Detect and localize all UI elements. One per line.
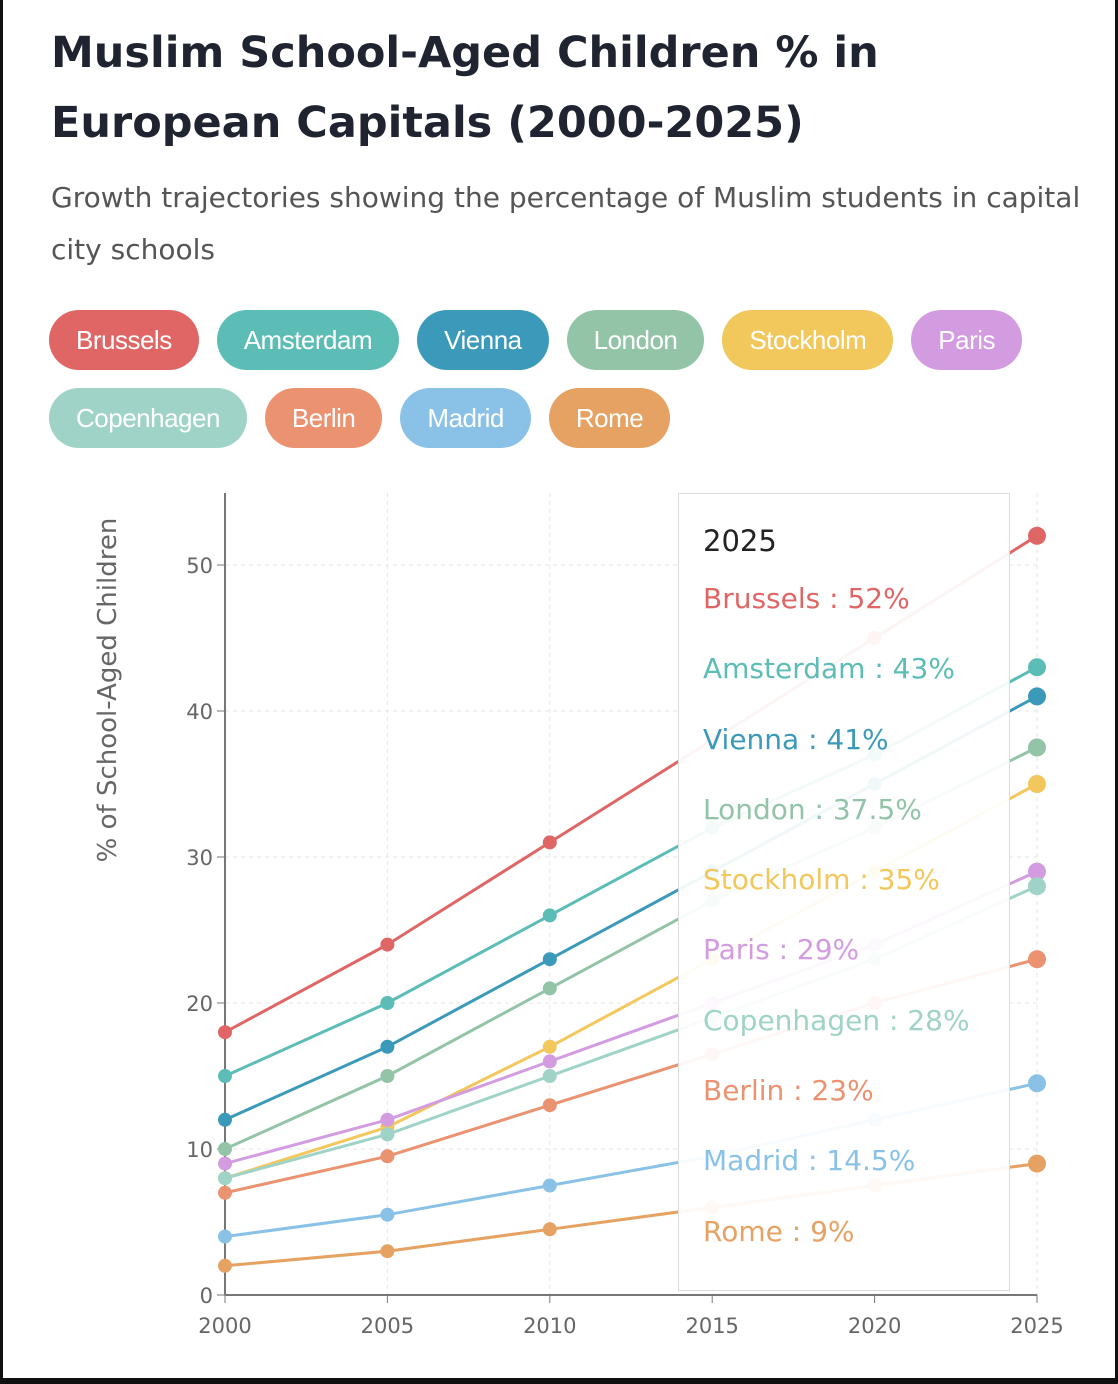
x-tick-label: 2000 [198,1314,251,1338]
y-tick-label: 10 [186,1138,213,1162]
tooltip-row: Berlin : 23% [703,1074,874,1108]
data-point [218,1185,232,1200]
data-point [380,1112,395,1127]
data-point [380,1149,395,1164]
tooltip-row: Rome : 9% [703,1214,855,1248]
tooltip-row: London : 37.5% [703,792,922,826]
data-point [380,996,395,1010]
data-point [380,1127,395,1142]
data-point [542,835,557,850]
tooltip-row: Brussels : 52% [703,582,910,615]
data-point [380,937,395,952]
tooltip-row: Paris : 29% [703,933,860,967]
data-point [542,1039,557,1054]
tooltip-title: 2025 [703,524,777,558]
legend: Brussels Amsterdam Vienna London Stockholm Pa… [49,310,1029,448]
data-point [1028,877,1046,896]
x-tick-label: 2005 [361,1314,414,1338]
data-point [218,1112,232,1127]
legend-item-vienna[interactable]: Vienna [417,310,549,370]
data-point [218,1069,232,1083]
legend-item-brussels[interactable]: Brussels [49,310,199,370]
chart-title: Muslim School-Aged Children % in Europea… [51,28,879,148]
legend-item-rome[interactable]: Rome [548,388,671,448]
data-point [542,1098,557,1113]
data-point [380,1039,395,1054]
data-point [218,1258,232,1273]
data-point [218,1156,232,1171]
tooltip-row: Madrid : 14.5% [703,1144,916,1178]
legend-item-paris[interactable]: Paris [911,310,1023,370]
y-tick-label: 40 [186,700,213,724]
data-point [380,1069,395,1083]
data-point [542,981,557,996]
data-point [1028,687,1046,706]
tooltip-row: Copenhagen : 28% [703,1003,970,1037]
legend-item-stockholm[interactable]: Stockholm [722,310,894,370]
tooltip-row: Vienna : 41% [703,722,889,756]
legend-item-copenhagen[interactable]: Copenhagen [49,388,247,448]
x-tick-label: 2015 [685,1314,738,1338]
data-point [218,1171,232,1186]
data-point [1028,1074,1046,1093]
data-point [1028,658,1046,677]
y-tick-label: 20 [186,992,213,1016]
data-point [542,1069,557,1083]
data-point [1028,950,1046,969]
data-point [1028,526,1046,545]
y-tick-label: 50 [186,554,213,578]
legend-item-amsterdam[interactable]: Amsterdam [216,310,400,370]
tooltip: 2025 Brussels : 52% Amsterdam : 43% Vienna… [678,493,1010,1291]
x-tick-label: 2020 [848,1314,901,1338]
y-tick-label: 30 [186,846,213,870]
y-tick-label: 0 [200,1284,213,1308]
data-point [1028,738,1046,757]
x-tick-label: 2010 [523,1314,576,1338]
data-point [218,1229,232,1244]
data-point [542,1054,557,1069]
data-point [542,1178,557,1193]
legend-item-madrid[interactable]: Madrid [400,388,531,448]
data-point [1028,1154,1046,1173]
tooltip-row: Stockholm : 35% [703,863,940,897]
y-axis-label: % of School-Aged Children [93,518,123,863]
data-point [218,1142,232,1156]
legend-item-london[interactable]: London [566,310,705,370]
data-point [218,1025,232,1040]
tooltip-row: Amsterdam : 43% [703,652,955,686]
data-point [1028,775,1046,793]
data-point [1028,862,1046,881]
data-point [380,1244,395,1259]
data-point [380,1207,395,1222]
data-point [542,1222,557,1237]
chart-subtitle: Growth trajectories showing the percenta… [51,181,1081,266]
data-point [542,908,557,923]
data-point [542,952,557,967]
x-tick-label: 2025 [1010,1314,1063,1338]
legend-item-berlin[interactable]: Berlin [264,388,383,448]
